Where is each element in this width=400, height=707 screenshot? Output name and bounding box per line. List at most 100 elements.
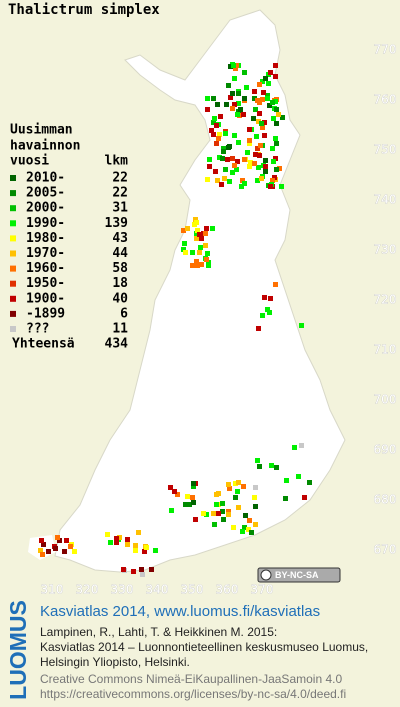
record-square — [191, 500, 196, 505]
brand: LUOMUS — [5, 600, 31, 700]
record-square — [226, 512, 231, 517]
record-square — [207, 157, 212, 162]
record-square — [215, 102, 220, 107]
record-square — [255, 146, 260, 151]
record-square — [185, 494, 190, 499]
record-square — [262, 120, 267, 125]
record-square — [272, 175, 277, 180]
record-square — [198, 245, 203, 250]
record-square — [267, 310, 272, 315]
record-square — [242, 70, 247, 75]
grid-y-label: 700 — [374, 393, 397, 407]
record-square — [212, 522, 217, 527]
record-square — [169, 508, 174, 513]
record-square — [267, 103, 272, 108]
legend-label: 2000- — [26, 201, 65, 216]
finland-outline — [54, 9, 346, 573]
record-square — [236, 505, 241, 510]
legend-swatch — [10, 310, 16, 317]
record-square — [105, 532, 110, 537]
record-square — [252, 96, 257, 101]
record-square — [199, 262, 204, 267]
legend-label: 1980- — [26, 231, 65, 246]
record-square — [251, 116, 256, 121]
record-square — [256, 119, 261, 124]
record-square — [55, 535, 60, 540]
legend-count: 11 — [112, 322, 128, 337]
record-square — [181, 247, 186, 252]
record-square — [108, 540, 113, 545]
record-square — [175, 492, 180, 497]
record-square — [133, 543, 138, 548]
record-square — [216, 511, 221, 516]
record-square — [203, 243, 208, 248]
record-square — [217, 132, 222, 137]
record-square — [242, 181, 247, 186]
record-square — [64, 538, 69, 543]
record-square — [245, 150, 250, 155]
record-square — [253, 107, 258, 112]
record-square — [221, 517, 226, 522]
record-square — [197, 250, 202, 255]
record-square — [259, 176, 264, 181]
record-square — [227, 144, 232, 149]
record-square — [40, 552, 45, 557]
record-square — [274, 167, 279, 172]
record-square — [268, 70, 273, 75]
record-square — [236, 140, 241, 145]
record-square — [260, 313, 265, 318]
record-square — [46, 549, 51, 554]
record-square — [255, 458, 260, 463]
record-square — [236, 101, 241, 106]
record-square — [222, 176, 227, 181]
record-square — [114, 540, 119, 545]
record-square — [253, 152, 258, 157]
record-square — [195, 263, 200, 268]
record-square — [231, 63, 236, 68]
record-square — [226, 509, 231, 514]
record-square — [233, 495, 238, 500]
legend-swatch — [10, 326, 16, 332]
record-square — [209, 128, 214, 133]
record-square — [274, 121, 279, 126]
record-square — [260, 79, 265, 84]
record-square — [139, 567, 144, 572]
record-square — [273, 136, 278, 141]
record-square — [168, 485, 173, 490]
record-square — [234, 63, 239, 68]
record-square — [207, 164, 212, 169]
record-square — [183, 502, 188, 507]
grid-y-label: 710 — [374, 343, 397, 357]
legend-count: 58 — [112, 261, 128, 276]
record-square — [302, 495, 307, 500]
record-square — [194, 231, 199, 236]
record-square — [235, 489, 240, 494]
record-square — [273, 282, 278, 287]
record-square — [239, 184, 244, 189]
record-square — [214, 123, 219, 128]
citation-line: Lampinen, R., Lahti, T. & Heikkinen M. 2… — [40, 625, 277, 639]
record-square — [125, 537, 130, 542]
legend-count: 6 — [120, 306, 128, 321]
record-square — [216, 491, 221, 496]
record-square — [221, 146, 226, 151]
legend-count: 44 — [112, 246, 128, 261]
legend-label: 2010- — [26, 171, 65, 186]
record-square — [205, 107, 210, 112]
record-square — [213, 169, 218, 174]
grid-y-label: 720 — [374, 293, 397, 307]
record-square — [206, 260, 211, 265]
record-square — [243, 513, 248, 518]
record-square — [274, 141, 279, 146]
record-square — [226, 83, 231, 88]
record-square — [273, 156, 278, 161]
grid-x-label: 320 — [76, 583, 99, 597]
record-square — [252, 495, 257, 500]
record-square — [236, 91, 241, 96]
license-badge — [257, 567, 341, 583]
record-square — [194, 259, 199, 264]
record-square — [247, 164, 252, 169]
legend-count: 43 — [112, 231, 128, 246]
record-square — [144, 545, 149, 550]
record-square — [195, 228, 200, 233]
